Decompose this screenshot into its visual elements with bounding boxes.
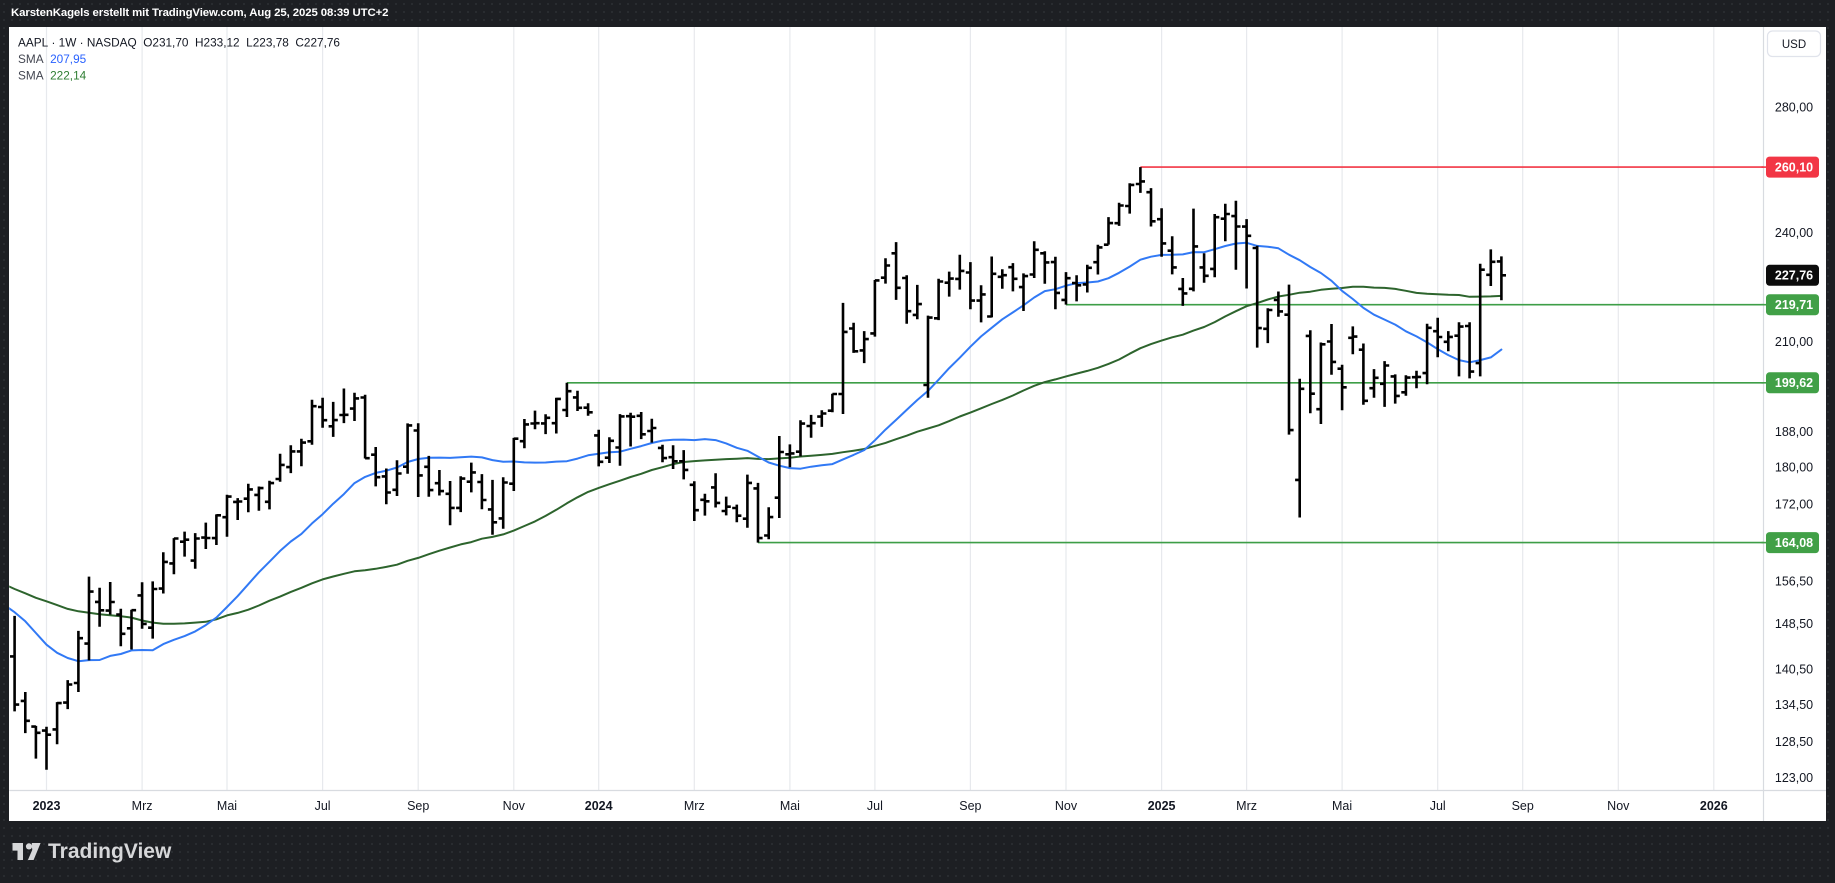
svg-text:148,50: 148,50 [1775,617,1813,631]
svg-text:180,00: 180,00 [1775,460,1813,474]
svg-text:Sep: Sep [1512,799,1534,813]
svg-text:227,76: 227,76 [1775,269,1813,283]
svg-text:Mai: Mai [217,799,237,813]
svg-text:Jul: Jul [1430,799,1446,813]
svg-text:280,00: 280,00 [1775,100,1813,114]
svg-text:2026: 2026 [1700,799,1728,813]
svg-text:SMA 207,95: SMA 207,95 [18,52,87,66]
svg-text:Mai: Mai [1332,799,1352,813]
svg-text:156,50: 156,50 [1775,575,1813,589]
svg-text:240,00: 240,00 [1775,226,1813,240]
svg-text:SMA 222,14: SMA 222,14 [18,69,87,83]
svg-text:260,10: 260,10 [1775,160,1813,174]
svg-text:140,50: 140,50 [1775,662,1813,676]
svg-text:Mai: Mai [780,799,800,813]
svg-text:Sep: Sep [959,799,981,813]
svg-text:219,71: 219,71 [1775,298,1813,312]
svg-text:Nov: Nov [503,799,526,813]
svg-text:AAPL · 1W · NASDAQ O231,70 H: AAPL · 1W · NASDAQ O231,70 H233,12 L223,… [18,36,340,50]
svg-text:Nov: Nov [1055,799,1078,813]
svg-text:128,50: 128,50 [1775,735,1813,749]
svg-text:Mrz: Mrz [1236,799,1257,813]
svg-text:Mrz: Mrz [684,799,705,813]
svg-text:Mrz: Mrz [132,799,153,813]
svg-text:188,00: 188,00 [1775,425,1813,439]
svg-text:Nov: Nov [1607,799,1630,813]
svg-text:2024: 2024 [585,799,613,813]
svg-text:Jul: Jul [315,799,331,813]
svg-text:USD: USD [1782,39,1806,51]
svg-text:Sep: Sep [407,799,429,813]
svg-text:172,00: 172,00 [1775,498,1813,512]
svg-text:164,08: 164,08 [1775,536,1813,550]
svg-text:2025: 2025 [1148,799,1176,813]
svg-text:2023: 2023 [33,799,61,813]
svg-text:199,62: 199,62 [1775,376,1813,390]
svg-text:134,50: 134,50 [1775,698,1813,712]
svg-text:123,00: 123,00 [1775,771,1813,785]
svg-text:210,00: 210,00 [1775,335,1813,349]
svg-text:Jul: Jul [867,799,883,813]
